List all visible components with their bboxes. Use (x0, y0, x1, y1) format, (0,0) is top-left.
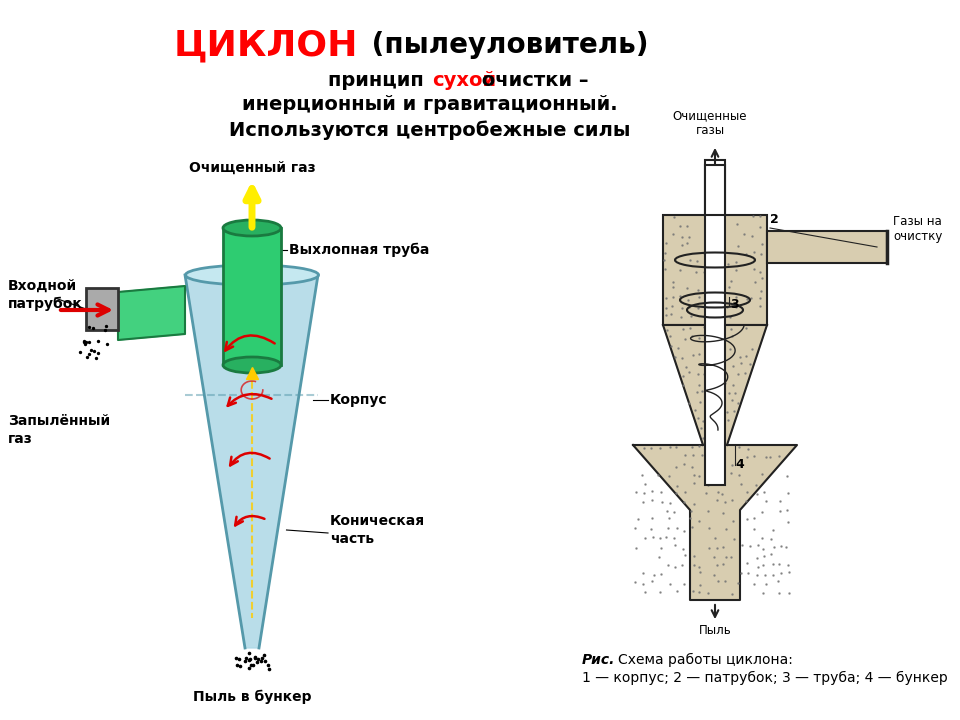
Text: 3: 3 (730, 299, 738, 312)
Bar (705, 165, 725, 215)
Text: Очищенные
газы: Очищенные газы (673, 109, 747, 137)
Bar (223, 228, 281, 365)
Text: Корпус: Корпус (330, 393, 388, 407)
Text: Используются центробежные силы: Используются центробежные силы (229, 120, 631, 140)
Polygon shape (118, 286, 185, 340)
Text: Рис.: Рис. (582, 653, 615, 667)
Text: очистки –: очистки – (475, 71, 588, 89)
Text: Очищенный газ: Очищенный газ (189, 161, 315, 175)
Text: Пыль: Пыль (699, 624, 732, 636)
Polygon shape (633, 445, 797, 600)
Text: Входной
патрубок: Входной патрубок (8, 279, 83, 311)
Text: сухой: сухой (432, 71, 496, 89)
Text: инерционный и гравитационный.: инерционный и гравитационный. (242, 96, 618, 114)
Text: 2: 2 (770, 213, 779, 226)
Text: 1 — корпус; 2 — патрубок; 3 — труба; 4 — бункер: 1 — корпус; 2 — патрубок; 3 — труба; 4 —… (582, 671, 948, 685)
Polygon shape (663, 325, 767, 445)
Text: Пыль в бункер: Пыль в бункер (193, 690, 311, 704)
Text: принцип: принцип (327, 71, 430, 89)
Text: ЦИКЛОН: ЦИКЛОН (174, 28, 358, 62)
Text: Коническая
часть: Коническая часть (330, 514, 425, 546)
Ellipse shape (223, 220, 281, 236)
Ellipse shape (185, 265, 319, 285)
Bar (705, 160, 725, 485)
Bar (86, 288, 118, 330)
Bar (663, 215, 767, 325)
Bar (767, 231, 887, 263)
Text: 4: 4 (735, 459, 744, 472)
Text: Газы на
очистку: Газы на очистку (893, 215, 943, 243)
Text: Выхлопная труба: Выхлопная труба (289, 243, 429, 257)
Ellipse shape (223, 357, 281, 373)
Text: (пылеуловитель): (пылеуловитель) (362, 31, 649, 59)
Polygon shape (185, 275, 318, 648)
Text: Запылённый
газ: Запылённый газ (8, 414, 110, 446)
Text: Схема работы циклона:: Схема работы циклона: (618, 653, 793, 667)
